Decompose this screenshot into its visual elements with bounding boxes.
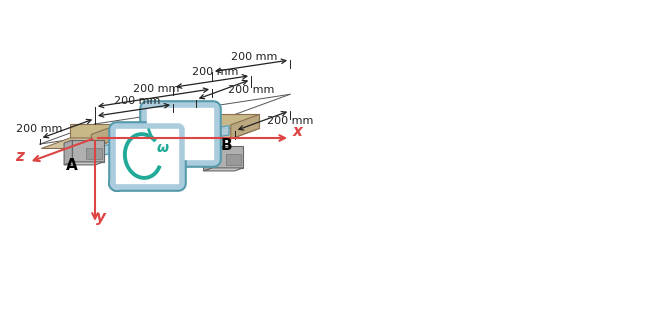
Text: 200 mm: 200 mm <box>267 116 314 126</box>
Polygon shape <box>231 115 259 139</box>
Text: 200 mm: 200 mm <box>133 84 180 94</box>
Text: 200 mm: 200 mm <box>192 68 238 78</box>
Polygon shape <box>210 115 259 129</box>
Polygon shape <box>116 129 178 183</box>
Text: 200 mm: 200 mm <box>114 96 160 106</box>
Text: y: y <box>96 210 106 225</box>
Polygon shape <box>86 148 102 159</box>
Polygon shape <box>181 129 259 139</box>
Text: B: B <box>221 138 232 153</box>
Text: ω: ω <box>157 141 169 155</box>
Text: z: z <box>15 149 24 164</box>
Polygon shape <box>64 162 104 165</box>
Text: A: A <box>66 158 78 172</box>
Polygon shape <box>226 154 241 166</box>
Polygon shape <box>91 124 120 149</box>
Polygon shape <box>204 168 243 171</box>
Polygon shape <box>41 138 120 149</box>
Text: 200 mm: 200 mm <box>16 124 63 134</box>
Text: 200 mm: 200 mm <box>231 52 277 62</box>
Polygon shape <box>147 109 214 159</box>
Polygon shape <box>204 146 212 171</box>
Polygon shape <box>70 124 120 138</box>
Polygon shape <box>83 126 229 158</box>
Text: x: x <box>293 124 303 139</box>
Polygon shape <box>64 140 72 165</box>
Polygon shape <box>212 146 243 168</box>
Polygon shape <box>72 140 104 162</box>
Text: 200 mm: 200 mm <box>228 85 274 95</box>
